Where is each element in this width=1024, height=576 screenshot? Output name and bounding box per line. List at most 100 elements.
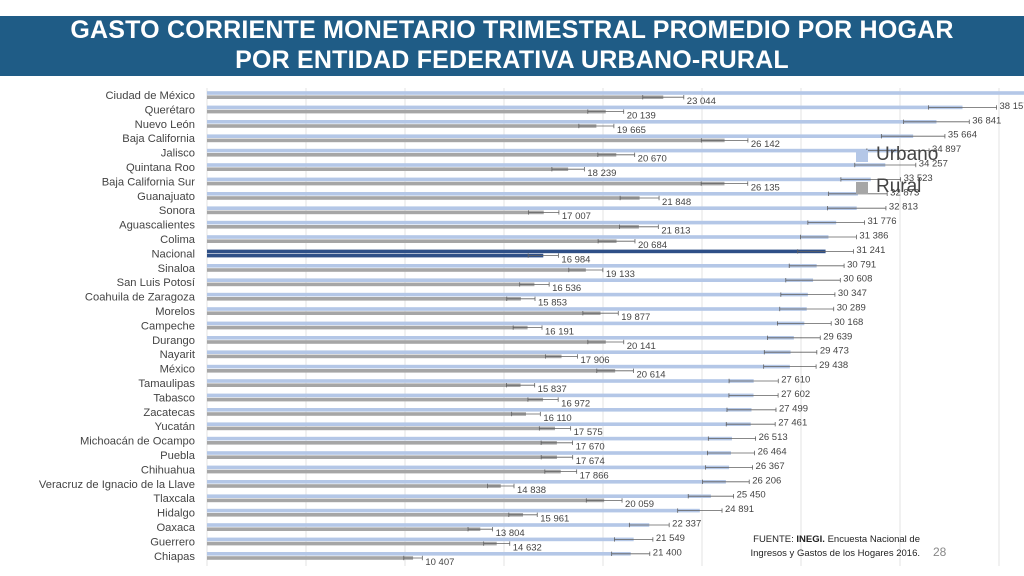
data-label-rural: 15 853 bbox=[538, 298, 567, 309]
category-label: Campeche bbox=[141, 320, 195, 332]
category-label: Guerrero bbox=[150, 536, 195, 548]
bar-rural bbox=[207, 556, 414, 560]
bar-rural bbox=[207, 383, 521, 387]
category-label: Nayarit bbox=[160, 349, 196, 361]
bar-urbano bbox=[207, 393, 754, 398]
data-label-urbano: 31 776 bbox=[867, 216, 896, 227]
data-label-urbano: 29 473 bbox=[820, 346, 849, 357]
bar-urbano bbox=[207, 148, 898, 153]
data-label-urbano: 26 513 bbox=[759, 432, 788, 443]
category-label: Veracruz de Ignacio de la Llave bbox=[39, 479, 195, 491]
bar-rural bbox=[207, 311, 601, 315]
bar-rural bbox=[207, 513, 524, 517]
data-label-urbano: 21 549 bbox=[656, 533, 685, 544]
category-label: Quintana Roo bbox=[126, 162, 195, 174]
data-label-rural: 16 536 bbox=[552, 283, 581, 294]
bar-urbano bbox=[207, 278, 814, 282]
bar-urbano bbox=[207, 336, 794, 340]
legend-label-rural: Rural bbox=[876, 176, 922, 197]
data-label-rural: 21 813 bbox=[661, 226, 690, 237]
bar-rural bbox=[207, 196, 640, 200]
bar-rural bbox=[207, 181, 725, 186]
category-label: Guanajuato bbox=[137, 191, 195, 203]
bar-rural bbox=[207, 95, 664, 99]
bar-urbano bbox=[207, 451, 731, 455]
bar-urbano bbox=[207, 552, 631, 556]
bar-urbano bbox=[207, 480, 726, 484]
data-label-urbano: 27 610 bbox=[781, 375, 810, 386]
source-line2: Ingresos y Gastos de los Hogares 2016. bbox=[750, 548, 920, 559]
data-label-urbano: 26 464 bbox=[758, 447, 787, 458]
bar-urbano bbox=[207, 364, 790, 369]
data-label-urbano: 31 386 bbox=[859, 231, 888, 242]
chart-title-line-2: POR ENTIDAD FEDERATIVA URBANO-RURAL bbox=[235, 46, 789, 74]
bar-urbano bbox=[207, 494, 711, 498]
bar-rural bbox=[207, 484, 501, 488]
data-label-urbano: 27 461 bbox=[778, 418, 807, 429]
data-label-urbano: 22 337 bbox=[672, 519, 701, 530]
data-label-rural: 15 837 bbox=[538, 384, 567, 395]
data-label-rural: 16 984 bbox=[561, 254, 590, 265]
data-label-rural: 20 614 bbox=[637, 370, 666, 381]
category-label: Chiapas bbox=[154, 551, 195, 563]
bar-urbano bbox=[207, 422, 751, 426]
bar-rural bbox=[207, 167, 569, 171]
data-label-urbano: 27 602 bbox=[781, 389, 810, 400]
category-label: Tlaxcala bbox=[153, 493, 195, 505]
bar-urbano bbox=[207, 523, 650, 527]
category-label: Tabasco bbox=[153, 392, 195, 404]
data-label-rural: 17 866 bbox=[580, 470, 609, 481]
bar-rural bbox=[207, 441, 557, 445]
category-label: México bbox=[160, 364, 195, 376]
category-label: Yucatán bbox=[155, 421, 195, 433]
category-label: Baja California Sur bbox=[102, 176, 196, 188]
bar-urbano bbox=[207, 408, 752, 412]
data-label-urbano: 32 813 bbox=[889, 202, 918, 213]
data-label-urbano: 30 608 bbox=[843, 274, 872, 285]
data-label-rural: 16 110 bbox=[543, 413, 571, 424]
data-label-rural: 17 670 bbox=[576, 442, 605, 453]
data-label-urbano: 24 891 bbox=[725, 504, 754, 515]
bar-urbano bbox=[207, 235, 829, 239]
bar-rural bbox=[207, 253, 544, 258]
category-label: Tamaulipas bbox=[138, 378, 195, 390]
data-label-urbano: 30 791 bbox=[847, 259, 876, 270]
bar-urbano bbox=[207, 537, 634, 542]
category-label: Jalisco bbox=[161, 148, 195, 160]
bar-rural bbox=[207, 541, 497, 546]
data-label-urbano: 25 450 bbox=[737, 490, 766, 501]
bar-rural bbox=[207, 138, 725, 143]
bar-urbano bbox=[207, 206, 857, 210]
data-label-rural: 19 133 bbox=[606, 269, 635, 280]
category-label: Coahuila de Zaragoza bbox=[85, 292, 196, 304]
bar-rural bbox=[207, 297, 521, 301]
data-label-urbano: 29 639 bbox=[823, 331, 852, 342]
bar-urbano bbox=[207, 321, 805, 326]
data-label-urbano: 30 289 bbox=[837, 303, 866, 314]
data-label-urbano: 27 499 bbox=[779, 403, 808, 414]
data-label-rural: 18 239 bbox=[587, 168, 616, 179]
bar-rural bbox=[207, 210, 544, 215]
category-label: Sinaloa bbox=[158, 263, 196, 275]
data-label-rural: 20 059 bbox=[625, 499, 654, 510]
category-label: Michoacán de Ocampo bbox=[80, 436, 195, 448]
bar-rural bbox=[207, 153, 617, 157]
bar-rural bbox=[207, 354, 562, 359]
data-label-rural: 20 684 bbox=[638, 240, 667, 251]
category-label: Querétaro bbox=[145, 104, 195, 116]
data-label-rural: 21 848 bbox=[662, 197, 691, 208]
bar-rural bbox=[207, 498, 605, 503]
data-label-rural: 17 575 bbox=[574, 427, 603, 438]
data-label-rural: 23 044 bbox=[687, 96, 716, 107]
category-label: Chihuahua bbox=[141, 464, 196, 476]
category-label: Aguascalientes bbox=[119, 220, 195, 232]
category-label: Colima bbox=[160, 234, 196, 246]
bar-rural bbox=[207, 340, 606, 344]
bar-urbano bbox=[207, 264, 817, 268]
bar-urbano bbox=[207, 120, 937, 124]
bar-urbano bbox=[207, 249, 826, 254]
data-label-urbano: 34 897 bbox=[932, 144, 961, 155]
data-label-urbano: 26 206 bbox=[752, 475, 781, 486]
bar-urbano bbox=[207, 307, 807, 311]
source-line1: Encuesta Nacional de bbox=[824, 534, 920, 545]
